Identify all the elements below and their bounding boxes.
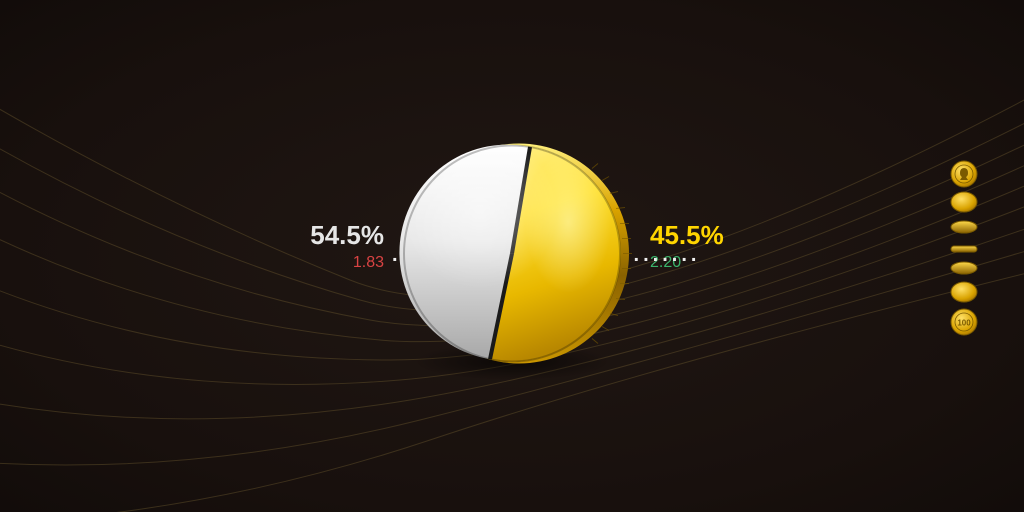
stack-coin-7: 100 — [951, 309, 977, 335]
stack-coin-5 — [951, 262, 977, 274]
stack-coin-1 — [951, 161, 977, 187]
stack-coin-6 — [951, 282, 977, 302]
left-odds: 1.83 — [310, 253, 384, 272]
left-percent: 54.5% — [310, 220, 384, 251]
stack-coin-7-label: 100 — [957, 319, 971, 328]
stack-coin-4 — [951, 246, 977, 252]
left-side-label: 54.5% 1.83 — [310, 220, 384, 272]
stack-coin-3 — [951, 221, 977, 233]
coin-pie-chart — [382, 124, 642, 389]
stack-coin-2 — [951, 192, 977, 212]
coin-flip-stack: 100 — [942, 160, 986, 360]
